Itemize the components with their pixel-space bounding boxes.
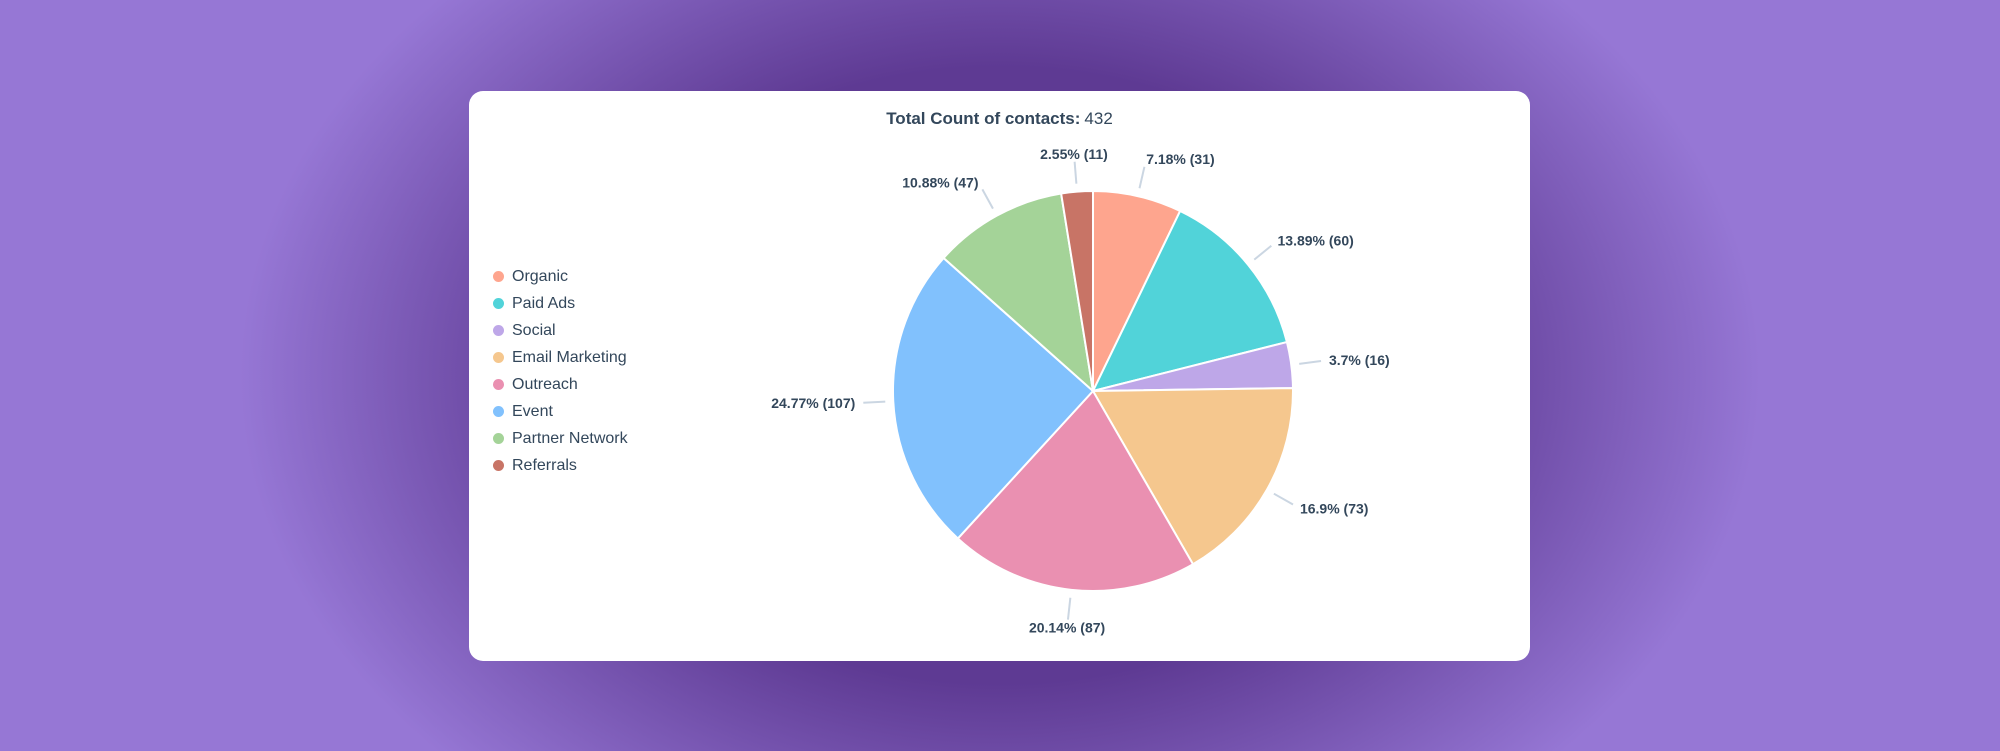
legend-marker — [493, 433, 504, 444]
leader-line-partner-network — [981, 188, 994, 210]
legend-label: Organic — [512, 267, 569, 285]
legend-marker — [493, 406, 504, 417]
legend-item-organic[interactable]: Organic — [493, 263, 628, 290]
data-label-email-marketing: 16.9% (73) — [1300, 500, 1368, 516]
leader-line-organic — [1138, 166, 1146, 189]
legend-label: Email Marketing — [512, 348, 627, 366]
data-label-referrals: 2.55% (11) — [1040, 146, 1108, 162]
legend-label: Partner Network — [512, 429, 628, 447]
data-label-outreach: 20.14% (87) — [1029, 620, 1105, 636]
pie-slice-paid-ads[interactable] — [1091, 209, 1289, 393]
data-label-social: 3.7% (16) — [1329, 352, 1390, 368]
leader-line-email-marketing — [1273, 492, 1294, 506]
legend-item-social[interactable]: Social — [493, 317, 628, 344]
data-label-organic: 7.18% (31) — [1146, 151, 1214, 167]
legend-label: Paid Ads — [512, 294, 576, 312]
leader-line-social — [1299, 359, 1322, 365]
chart-title-label: Total Count of contacts: — [886, 109, 1081, 128]
data-label-paid-ads: 13.89% (60) — [1278, 233, 1354, 249]
leader-line-referrals — [1073, 161, 1078, 184]
legend-item-event[interactable]: Event — [493, 398, 628, 425]
legend-marker — [493, 379, 504, 390]
pie-slice-outreach[interactable] — [956, 389, 1195, 592]
legend-label: Referrals — [512, 456, 577, 474]
legend-label: Outreach — [512, 375, 578, 393]
chart-card: Total Count of contacts: 432 Organic Paid … — [469, 91, 1530, 661]
legend-item-outreach[interactable]: Outreach — [493, 371, 628, 398]
data-label-event: 24.77% (107) — [771, 395, 855, 411]
chart-title-value: 432 — [1084, 109, 1113, 128]
legend-item-referrals[interactable]: Referrals — [493, 452, 628, 479]
legend-label: Event — [512, 402, 553, 420]
chart-legend: Organic Paid Ads Social Email Marketing Outr… — [493, 263, 628, 479]
chart-title: Total Count of contacts: 432 — [469, 109, 1530, 129]
pie-slice-event[interactable] — [892, 256, 1095, 540]
legend-item-email-marketing[interactable]: Email Marketing — [493, 344, 628, 371]
leader-line-paid-ads — [1253, 244, 1272, 261]
pie-slice-email-marketing[interactable] — [1091, 387, 1294, 566]
legend-marker — [493, 352, 504, 363]
pie-chart: 7.18% (31) 13.89% (60) 3.7% (16) 16.9% (73)… — [771, 146, 1390, 636]
pie-slice-referrals[interactable] — [1059, 189, 1094, 392]
pie-slice-partner-network[interactable] — [942, 192, 1095, 394]
legend-marker — [493, 298, 504, 309]
legend-marker — [493, 325, 504, 336]
legend-marker — [493, 271, 504, 282]
legend-item-partner-network[interactable]: Partner Network — [493, 425, 628, 452]
legend-item-paid-ads[interactable]: Paid Ads — [493, 290, 628, 317]
leader-line-outreach — [1066, 597, 1072, 620]
leader-line-event — [863, 400, 886, 404]
legend-marker — [493, 460, 504, 471]
legend-label: Social — [512, 321, 556, 339]
data-label-partner-network: 10.88% (47) — [902, 174, 978, 190]
